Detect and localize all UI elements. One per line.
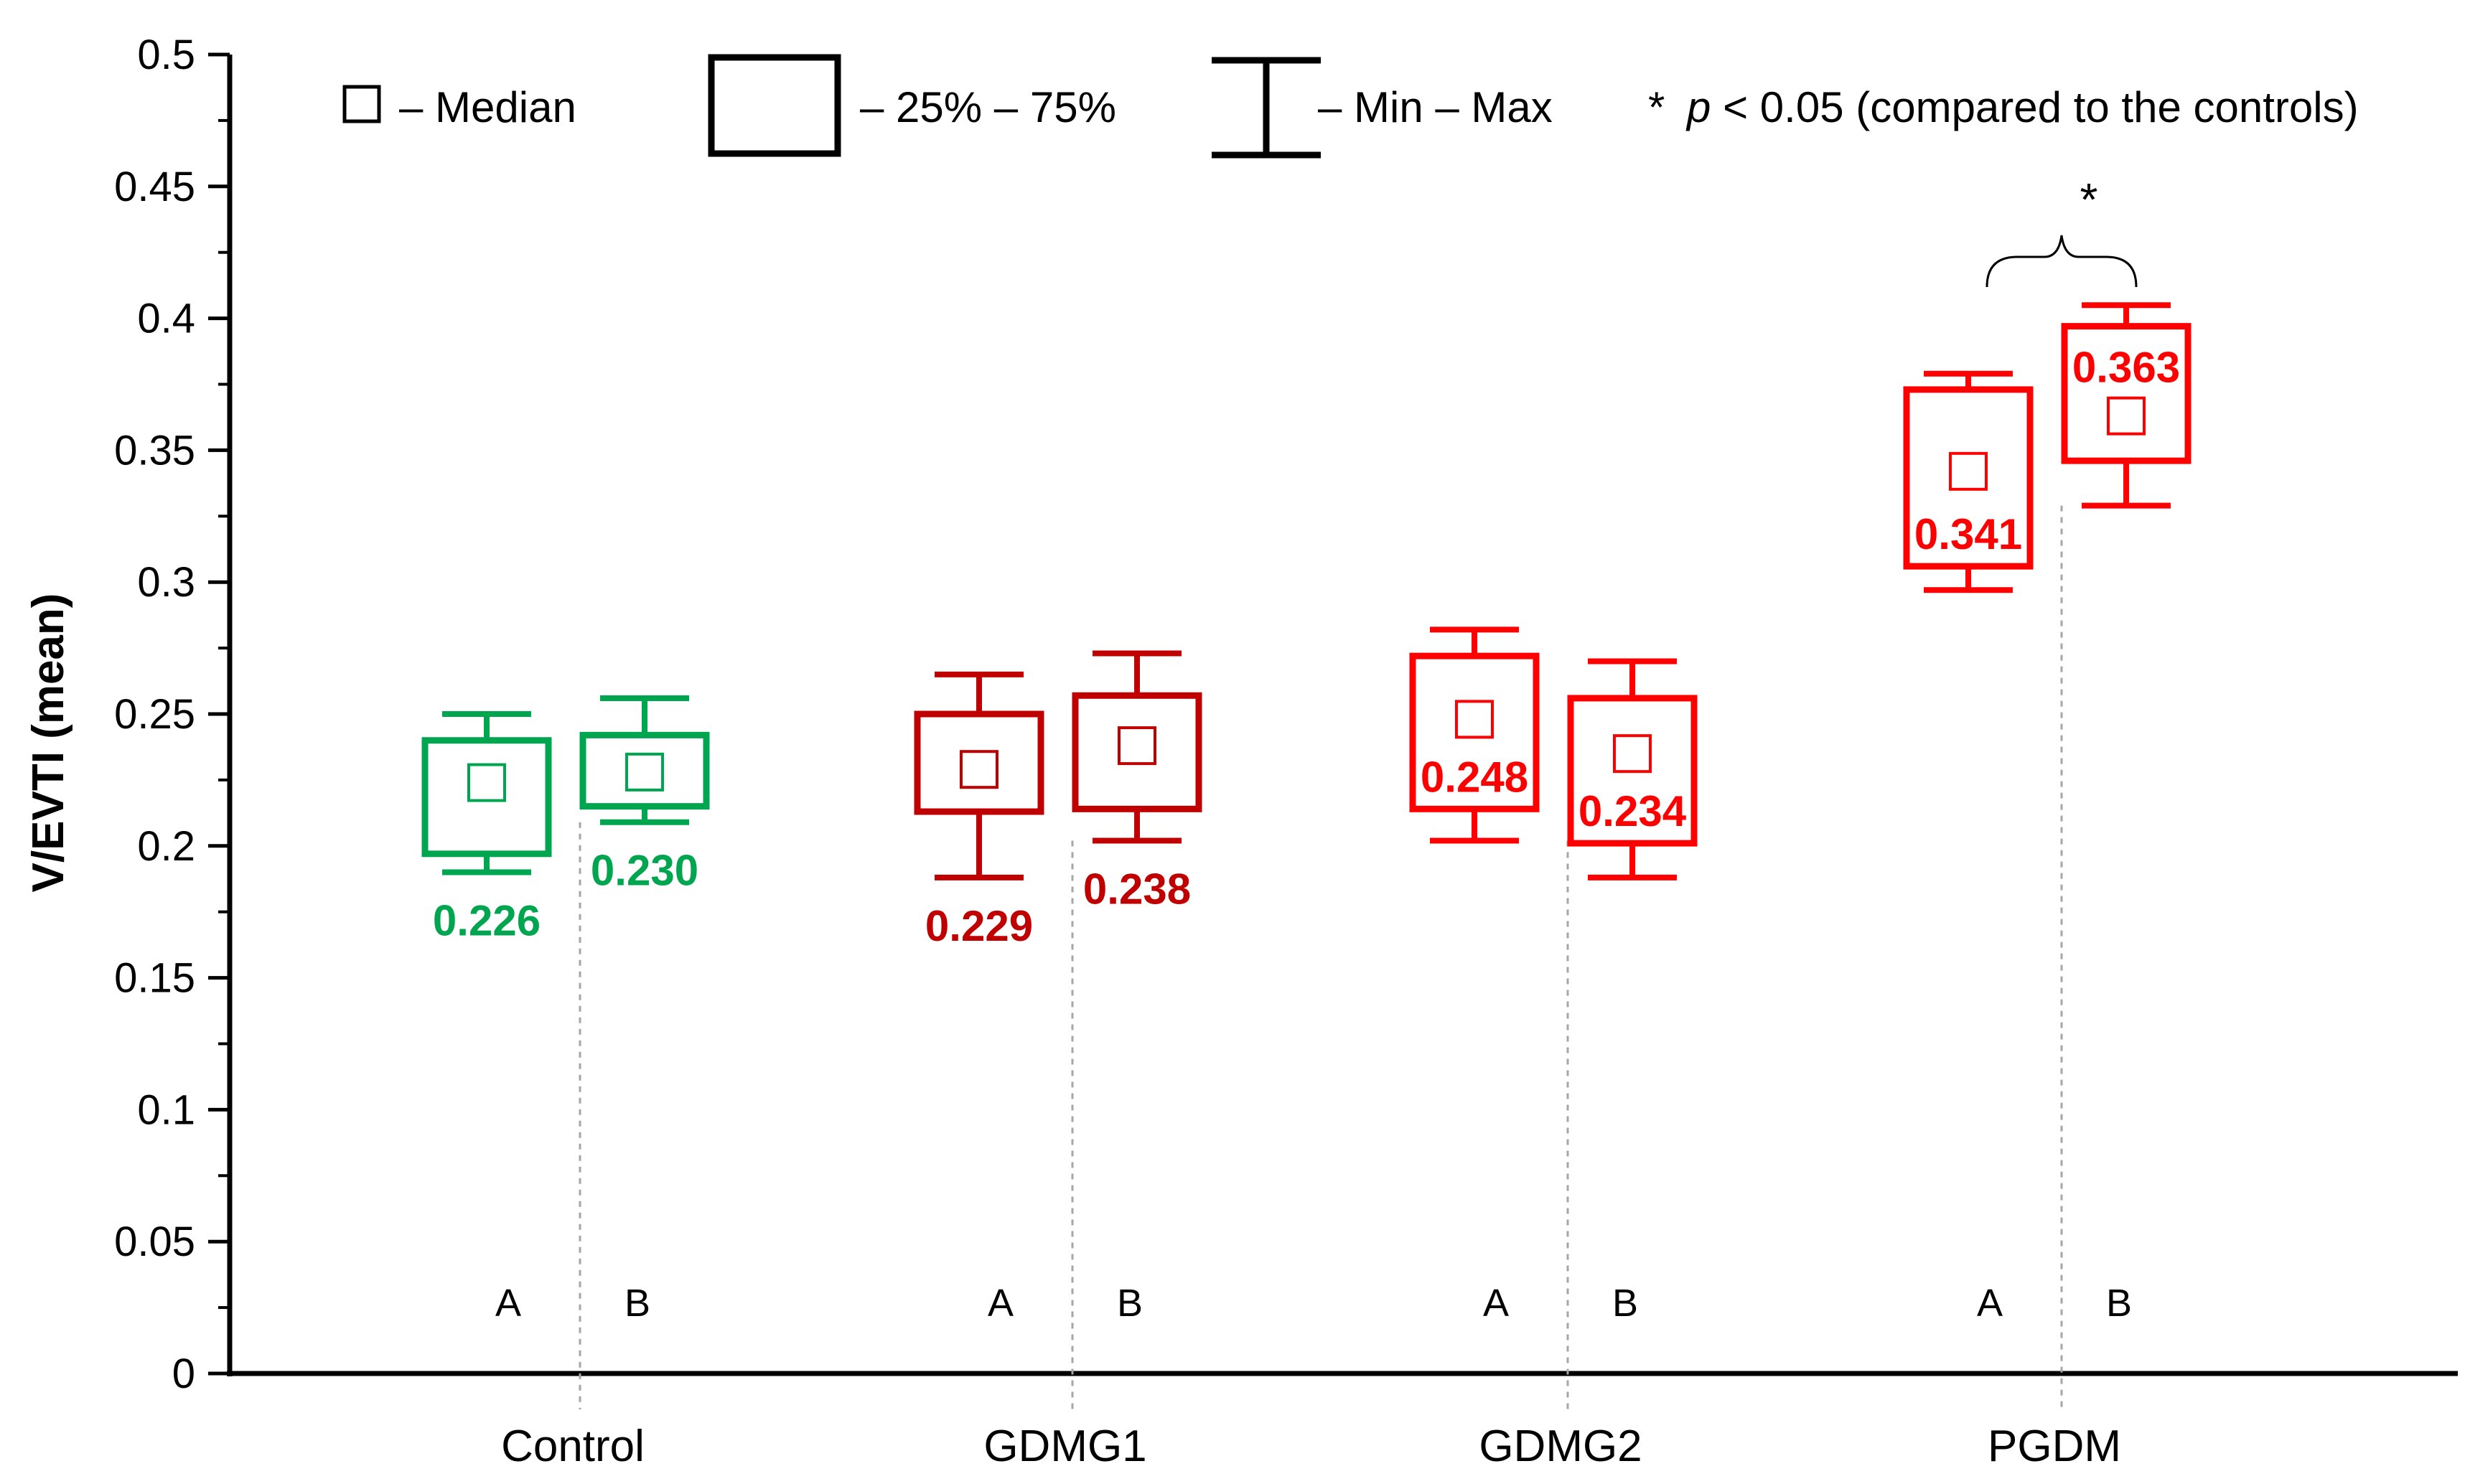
y-axis-title: V/EVTI (mean): [24, 593, 73, 893]
box-pgdm-a: [1903, 370, 2034, 593]
y-tick-label: 0.3: [137, 559, 195, 606]
x-category-label: GDMG2: [1479, 1422, 1642, 1471]
significance-brace: *: [1985, 174, 2138, 288]
median-marker: [960, 750, 998, 789]
box-pgdm-b: [2061, 302, 2192, 509]
legend-median-symbol: [342, 85, 381, 123]
value-label: 0.238: [1083, 865, 1191, 913]
axis-layer: 0 0.05 0.1 0.15 0.2 0.25 0.3 0.35 0.4 0.45 0.5 Cont…: [114, 32, 2458, 1471]
value-label: 0.341: [1914, 510, 2022, 558]
y-tick-label: 0.05: [114, 1218, 195, 1265]
box-control-b: [579, 695, 710, 825]
iqr-box: [1409, 652, 1540, 812]
iqr-box: [1072, 692, 1202, 812]
y-tick-label: 0.1: [137, 1086, 195, 1133]
group-dividers: [579, 505, 2063, 1409]
iqr-box: [1903, 386, 2034, 570]
x-category-label: PGDM: [1988, 1422, 2121, 1471]
legend-box-symbol: [708, 54, 841, 157]
y-tick-label: 0.15: [114, 955, 195, 1002]
value-label: 0.230: [591, 847, 698, 895]
median-marker: [625, 752, 664, 792]
significance-star: *: [2080, 174, 2098, 225]
subgroup-label: B: [1117, 1282, 1143, 1325]
legend-whisker-symbol: [1212, 57, 1321, 159]
legend-whisker-label: – Min – Max: [1318, 83, 1553, 131]
median-marker: [1949, 451, 1988, 491]
value-label: 0.234: [1578, 787, 1687, 835]
legend-median-label: – Median: [399, 83, 576, 131]
subgroup-label: B: [625, 1282, 650, 1325]
y-tick-label: 0.5: [137, 32, 195, 78]
y-tick-label: 0.45: [114, 164, 195, 210]
subgroup-label: B: [1612, 1282, 1638, 1325]
median-marker: [467, 763, 506, 802]
box-gdmg2-a: [1409, 626, 1540, 844]
median-marker: [1613, 734, 1652, 774]
legend-significance-star: *: [1648, 83, 1665, 131]
legend-significance-p: p: [1685, 83, 1711, 131]
iqr-box: [579, 731, 710, 810]
box-gdmg1-a: [914, 671, 1044, 880]
y-tick-label: 0.25: [114, 691, 195, 738]
x-category-label: Control: [501, 1422, 645, 1471]
value-label: 0.229: [925, 902, 1033, 950]
iqr-box: [914, 710, 1044, 815]
box-control-a: [421, 711, 552, 875]
value-label: 0.248: [1421, 753, 1528, 801]
legend-box-label: – 25% – 75%: [860, 83, 1116, 131]
iqr-box: [421, 737, 552, 858]
median-marker: [1455, 700, 1494, 739]
legend-significance-rest: < 0.05 (compared to the controls): [1723, 83, 2358, 131]
median-marker: [2107, 396, 2146, 436]
subgroup-label: A: [1977, 1282, 2003, 1325]
box-gdmg1-b: [1072, 650, 1202, 844]
legend-significance-label: * p < 0.05 (compared to the controls): [1648, 83, 2359, 131]
box-layer: [421, 302, 2192, 880]
y-tick-label: 0.35: [114, 427, 195, 474]
value-label: 0.226: [433, 897, 541, 945]
iqr-box: [2061, 323, 2192, 464]
subgroup-label: A: [988, 1282, 1014, 1325]
median-marker: [1118, 726, 1156, 766]
y-tick-label: 0: [172, 1351, 195, 1397]
y-tick-label: 0.2: [137, 823, 195, 870]
value-label: 0.363: [2072, 344, 2180, 392]
subgroup-label: A: [495, 1282, 521, 1325]
box-gdmg2-b: [1567, 658, 1698, 880]
x-category-label: GDMG1: [983, 1422, 1146, 1471]
legend: – Median – 25% – 75% – Min – Max * p < 0…: [342, 54, 2359, 159]
value-label-layer: 0.226 0.230 0.229 0.238 0.248 0.234 0.341 0.363: [433, 344, 2180, 950]
subgroup-label: B: [2106, 1282, 2132, 1325]
y-tick-label: 0.4: [137, 296, 195, 342]
subgroup-label: A: [1483, 1282, 1509, 1325]
